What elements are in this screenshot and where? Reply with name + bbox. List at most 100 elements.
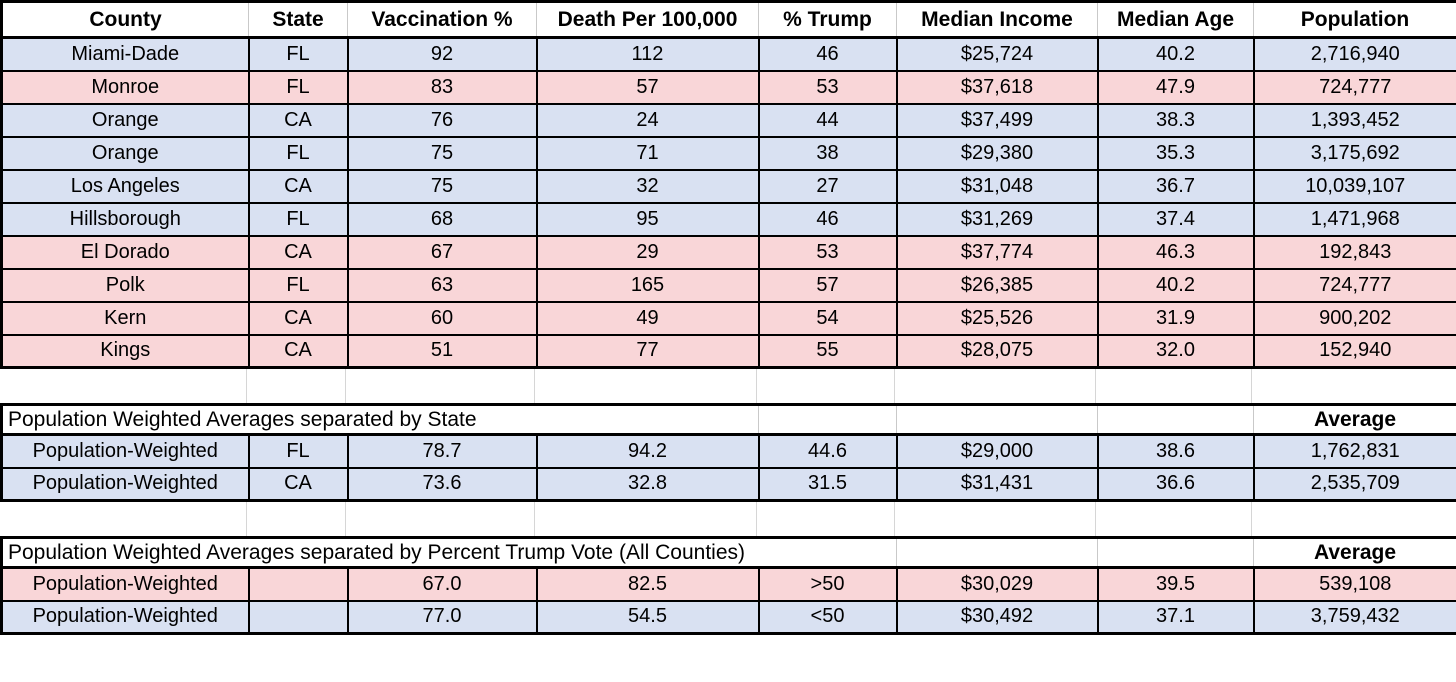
cell-death-rate: 94.2 — [535, 433, 760, 469]
cell-income: $37,618 — [895, 69, 1099, 105]
cell-vaccination: 73.6 — [346, 466, 538, 502]
section-title-row: Population Weighted Averages separated b… — [1, 537, 1456, 569]
cell-state: FL — [247, 201, 349, 237]
cell-age: 37.1 — [1096, 599, 1255, 635]
cell-age: 40.2 — [1096, 36, 1255, 72]
cell-vaccination: 60 — [346, 300, 538, 336]
cell-label: Population-Weighted — [0, 466, 250, 502]
cell-trump: <50 — [757, 599, 898, 635]
cell-population: 2,716,940 — [1252, 36, 1456, 72]
table-row: El Dorado CA 67 29 53 $37,774 46.3 192,8… — [0, 234, 1456, 270]
cell-county: Monroe — [0, 69, 250, 105]
cell-vaccination: 77.0 — [346, 599, 538, 635]
cell-vaccination: 76 — [346, 102, 538, 138]
col-header-trump: % Trump — [758, 0, 897, 39]
cell-state: CA — [247, 466, 349, 502]
cell-county: Los Angeles — [0, 168, 250, 204]
table-row: Polk FL 63 165 57 $26,385 40.2 724,777 — [0, 267, 1456, 303]
cell-population: 3,759,432 — [1252, 599, 1456, 635]
cell-income: $30,492 — [895, 599, 1099, 635]
cell-death-rate: 77 — [535, 333, 760, 369]
cell-trump: 54 — [757, 300, 898, 336]
cell-population: 2,535,709 — [1252, 466, 1456, 502]
cell-age: 32.0 — [1096, 333, 1255, 369]
cell-trump: 38 — [757, 135, 898, 171]
header-row: County State Vaccination % Death Per 100… — [1, 0, 1456, 39]
empty-cell — [896, 537, 1098, 569]
cell-death-rate: 57 — [535, 69, 760, 105]
section-title: Population Weighted Averages separated b… — [1, 537, 897, 569]
cell-population: 1,471,968 — [1252, 201, 1456, 237]
cell-income: $26,385 — [895, 267, 1099, 303]
table-row: Kings CA 51 77 55 $28,075 32.0 152,940 — [0, 333, 1456, 369]
cell-population: 3,175,692 — [1252, 135, 1456, 171]
cell-trump: 53 — [757, 69, 898, 105]
cell-death-rate: 112 — [535, 36, 760, 72]
trump-averages-table: Population Weighted Averages separated b… — [0, 536, 1456, 635]
cell-state: FL — [247, 433, 349, 469]
cell-population: 724,777 — [1252, 267, 1456, 303]
cell-age: 36.7 — [1096, 168, 1255, 204]
cell-state — [247, 599, 349, 635]
empty-cell — [896, 404, 1098, 436]
section-title: Population Weighted Averages separated b… — [1, 404, 759, 436]
cell-income: $37,774 — [895, 234, 1099, 270]
cell-death-rate: 54.5 — [535, 599, 760, 635]
cell-label: Population-Weighted — [0, 566, 250, 602]
cell-death-rate: 71 — [535, 135, 760, 171]
cell-trump: 46 — [757, 36, 898, 72]
summary-row: Population-Weighted 67.0 82.5 >50 $30,02… — [0, 566, 1456, 602]
cell-age: 40.2 — [1096, 267, 1255, 303]
cell-income: $31,048 — [895, 168, 1099, 204]
table-row: Miami-Dade FL 92 112 46 $25,724 40.2 2,7… — [0, 36, 1456, 72]
cell-vaccination: 68 — [346, 201, 538, 237]
cell-trump: 53 — [757, 234, 898, 270]
average-header: Average — [1253, 537, 1456, 569]
cell-state: CA — [247, 102, 349, 138]
cell-label: Population-Weighted — [0, 433, 250, 469]
cell-county: Orange — [0, 102, 250, 138]
cell-population: 539,108 — [1252, 566, 1456, 602]
cell-vaccination: 75 — [346, 135, 538, 171]
cell-age: 31.9 — [1096, 300, 1255, 336]
cell-county: Polk — [0, 267, 250, 303]
cell-income: $29,380 — [895, 135, 1099, 171]
cell-trump: >50 — [757, 566, 898, 602]
cell-death-rate: 95 — [535, 201, 760, 237]
summary-row: Population-Weighted 77.0 54.5 <50 $30,49… — [0, 599, 1456, 635]
cell-label: Population-Weighted — [0, 599, 250, 635]
table-row: Orange CA 76 24 44 $37,499 38.3 1,393,45… — [0, 102, 1456, 138]
cell-income: $31,269 — [895, 201, 1099, 237]
cell-trump: 44.6 — [757, 433, 898, 469]
cell-death-rate: 32.8 — [535, 466, 760, 502]
cell-state: CA — [247, 234, 349, 270]
col-header-income: Median Income — [896, 0, 1098, 39]
cell-income: $29,000 — [895, 433, 1099, 469]
cell-income: $25,526 — [895, 300, 1099, 336]
col-header-death-rate: Death Per 100,000 — [536, 0, 759, 39]
cell-income: $37,499 — [895, 102, 1099, 138]
cell-vaccination: 63 — [346, 267, 538, 303]
cell-state: CA — [247, 333, 349, 369]
table-row: Los Angeles CA 75 32 27 $31,048 36.7 10,… — [0, 168, 1456, 204]
col-header-population: Population — [1253, 0, 1456, 39]
state-averages-table: Population Weighted Averages separated b… — [0, 403, 1456, 502]
average-header: Average — [1253, 404, 1456, 436]
empty-cell — [758, 404, 897, 436]
table-row: Orange FL 75 71 38 $29,380 35.3 3,175,69… — [0, 135, 1456, 171]
cell-death-rate: 82.5 — [535, 566, 760, 602]
empty-cell — [1097, 537, 1254, 569]
cell-population: 1,762,831 — [1252, 433, 1456, 469]
col-header-county: County — [1, 0, 249, 39]
cell-death-rate: 24 — [535, 102, 760, 138]
cell-age: 38.6 — [1096, 433, 1255, 469]
cell-age: 35.3 — [1096, 135, 1255, 171]
cell-income: $28,075 — [895, 333, 1099, 369]
cell-death-rate: 49 — [535, 300, 760, 336]
cell-trump: 44 — [757, 102, 898, 138]
cell-vaccination: 75 — [346, 168, 538, 204]
cell-income: $25,724 — [895, 36, 1099, 72]
cell-population: 192,843 — [1252, 234, 1456, 270]
col-header-age: Median Age — [1097, 0, 1254, 39]
